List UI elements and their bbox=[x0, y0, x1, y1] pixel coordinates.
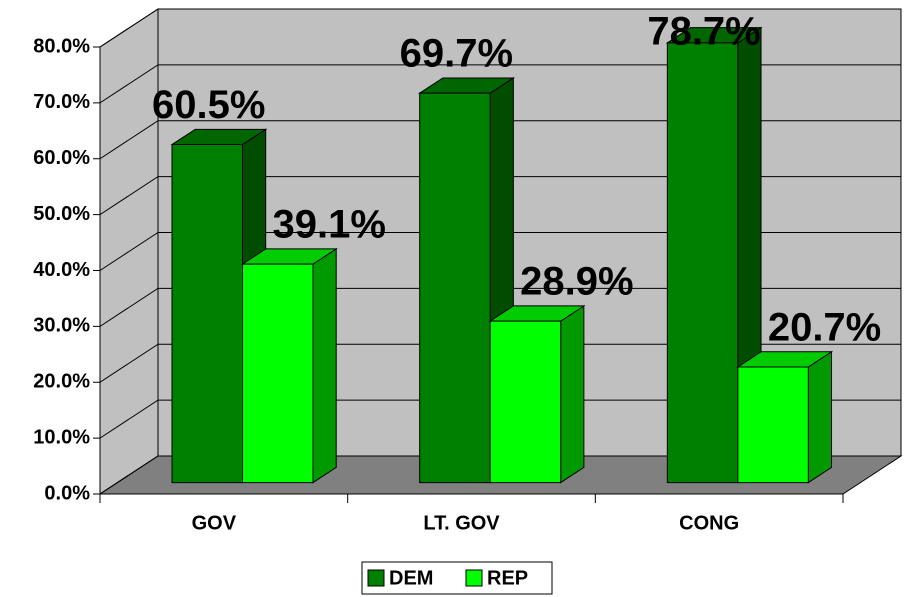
y-tick-label: 80.0% bbox=[33, 35, 90, 57]
y-tick-label: 70.0% bbox=[33, 91, 90, 113]
grid-line bbox=[99, 232, 901, 271]
data-label: 60.5% bbox=[152, 83, 265, 127]
data-label: 28.9% bbox=[520, 260, 633, 304]
bar bbox=[242, 263, 314, 484]
x-tick-label: CONG bbox=[679, 512, 739, 534]
grid-line bbox=[99, 8, 901, 48]
grid-line bbox=[99, 343, 901, 383]
x-tick-label: GOV bbox=[192, 512, 237, 534]
legend-box bbox=[361, 561, 553, 595]
y-tick-label: 30.0% bbox=[33, 315, 90, 337]
grid-line bbox=[99, 399, 901, 439]
bar bbox=[666, 42, 739, 484]
bar bbox=[171, 144, 243, 484]
y-tick-label: 10.0% bbox=[33, 426, 90, 448]
bar-side bbox=[560, 304, 585, 484]
y-tick-label: 20.0% bbox=[33, 371, 90, 393]
bar bbox=[489, 320, 562, 484]
data-label: 39.1% bbox=[273, 203, 386, 247]
legend-swatch bbox=[367, 569, 385, 587]
bar-side bbox=[807, 350, 833, 484]
y-tick-label: 60.0% bbox=[33, 147, 90, 169]
bar bbox=[737, 366, 809, 484]
legend-label: DEM bbox=[389, 567, 433, 589]
legend-label: REP bbox=[487, 567, 528, 589]
legend-swatch bbox=[465, 569, 483, 587]
data-label: 20.7% bbox=[768, 306, 881, 350]
y-tick-label: 50.0% bbox=[33, 203, 90, 225]
bar bbox=[419, 92, 491, 484]
grid-line bbox=[99, 120, 901, 160]
data-label: 78.7% bbox=[647, 10, 760, 54]
y-tick-label: 40.0% bbox=[33, 259, 90, 281]
y-tick-label: 0.0% bbox=[44, 482, 90, 504]
grid-line bbox=[99, 455, 901, 495]
grid-line bbox=[99, 176, 901, 216]
bar-side bbox=[312, 248, 337, 484]
data-label: 69.7% bbox=[400, 32, 513, 76]
grid-line bbox=[99, 287, 901, 327]
grid-line bbox=[99, 64, 901, 104]
x-tick-label: LT. GOV bbox=[423, 512, 500, 534]
